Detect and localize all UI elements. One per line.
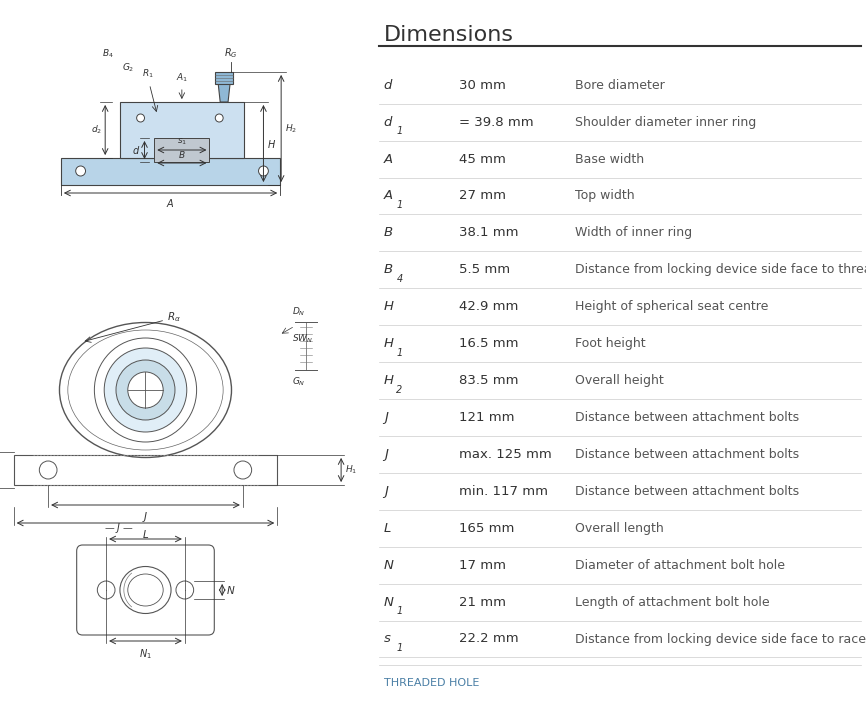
Text: Foot height: Foot height: [575, 337, 645, 350]
Text: $d_2$: $d_2$: [91, 124, 102, 136]
Text: 30 mm: 30 mm: [459, 79, 506, 92]
Text: N: N: [384, 596, 394, 608]
Text: H: H: [384, 374, 394, 387]
Text: d: d: [384, 116, 392, 129]
Text: $L$: $L$: [142, 528, 149, 540]
Text: $G_2$: $G_2$: [121, 62, 134, 74]
Text: Distance between attachment bolts: Distance between attachment bolts: [575, 448, 798, 461]
Text: Shoulder diameter inner ring: Shoulder diameter inner ring: [575, 116, 756, 129]
Text: Height of spherical seat centre: Height of spherical seat centre: [575, 300, 768, 313]
Text: $G_N$: $G_N$: [292, 375, 306, 388]
Text: Distance from locking device side face to raceway centre: Distance from locking device side face t…: [575, 633, 866, 645]
Text: 1: 1: [397, 606, 403, 616]
Text: $SW_N$: $SW_N$: [292, 332, 313, 345]
Text: Diameter of attachment bolt hole: Diameter of attachment bolt hole: [575, 559, 785, 572]
Text: 21 mm: 21 mm: [459, 596, 506, 608]
Polygon shape: [154, 138, 210, 162]
Text: Width of inner ring: Width of inner ring: [575, 226, 692, 239]
Text: $A$: $A$: [166, 197, 175, 209]
Text: = 39.8 mm: = 39.8 mm: [459, 116, 533, 129]
Circle shape: [259, 166, 268, 176]
Text: A: A: [384, 153, 393, 165]
Text: Distance from locking device side face to thread centre: Distance from locking device side face t…: [575, 263, 866, 276]
Text: $R_{\alpha}$: $R_{\alpha}$: [167, 310, 181, 324]
Circle shape: [128, 372, 163, 408]
Text: 22.2 mm: 22.2 mm: [459, 633, 519, 645]
Text: N: N: [384, 559, 394, 572]
Text: 16.5 mm: 16.5 mm: [459, 337, 519, 350]
Text: 38.1 mm: 38.1 mm: [459, 226, 519, 239]
Text: min. 117 mm: min. 117 mm: [459, 485, 548, 498]
Text: $R_G$: $R_G$: [224, 46, 238, 60]
Circle shape: [216, 114, 223, 122]
Text: d: d: [384, 79, 392, 92]
Text: s: s: [384, 633, 391, 645]
Text: J: J: [384, 485, 388, 498]
Text: Overall length: Overall length: [575, 522, 663, 535]
Text: 1: 1: [397, 126, 403, 136]
Text: $B$: $B$: [178, 149, 185, 160]
Text: $d$: $d$: [132, 144, 140, 156]
Polygon shape: [120, 102, 244, 158]
Text: J: J: [384, 411, 388, 424]
Text: 27 mm: 27 mm: [459, 190, 506, 202]
Text: 1: 1: [397, 348, 403, 358]
Text: $H$: $H$: [268, 138, 276, 150]
Text: 1: 1: [397, 200, 403, 210]
Circle shape: [75, 166, 86, 176]
Text: 165 mm: 165 mm: [459, 522, 514, 535]
Text: $N$: $N$: [226, 584, 236, 596]
Polygon shape: [216, 72, 233, 84]
Text: H: H: [384, 300, 394, 313]
Text: Dimensions: Dimensions: [384, 25, 514, 45]
Text: Top width: Top width: [575, 190, 634, 202]
Text: 1: 1: [397, 643, 403, 653]
Text: Length of attachment bolt hole: Length of attachment bolt hole: [575, 596, 769, 608]
Text: Overall height: Overall height: [575, 374, 663, 387]
Text: 121 mm: 121 mm: [459, 411, 514, 424]
Circle shape: [104, 348, 187, 432]
Text: B: B: [384, 263, 393, 276]
Text: 17 mm: 17 mm: [459, 559, 506, 572]
Text: $B_4$: $B_4$: [102, 48, 114, 60]
Polygon shape: [61, 158, 281, 185]
Text: 2: 2: [397, 385, 403, 395]
Text: $N_1$: $N_1$: [139, 647, 152, 661]
Polygon shape: [218, 84, 230, 102]
Text: 42.9 mm: 42.9 mm: [459, 300, 519, 313]
Text: $s_1$: $s_1$: [177, 136, 187, 147]
Text: 45 mm: 45 mm: [459, 153, 506, 165]
Text: 4: 4: [397, 274, 403, 284]
Text: $H_1$: $H_1$: [345, 464, 358, 476]
Text: Distance between attachment bolts: Distance between attachment bolts: [575, 411, 798, 424]
Text: $D_N$: $D_N$: [292, 305, 306, 318]
Text: A: A: [384, 190, 393, 202]
Text: $H_2$: $H_2$: [285, 122, 297, 135]
Text: $A_1$: $A_1$: [176, 72, 188, 84]
Text: H: H: [384, 337, 394, 350]
Circle shape: [116, 360, 175, 420]
Circle shape: [137, 114, 145, 122]
Text: L: L: [384, 522, 391, 535]
Text: — $J$ —: — $J$ —: [104, 521, 134, 535]
Text: Base width: Base width: [575, 153, 643, 165]
Text: B: B: [384, 226, 393, 239]
Text: THREADED HOLE: THREADED HOLE: [384, 678, 479, 688]
Text: 83.5 mm: 83.5 mm: [459, 374, 519, 387]
Text: J: J: [384, 448, 388, 461]
Text: $J$: $J$: [142, 510, 149, 524]
Text: Bore diameter: Bore diameter: [575, 79, 664, 92]
Text: 5.5 mm: 5.5 mm: [459, 263, 510, 276]
Text: max. 125 mm: max. 125 mm: [459, 448, 552, 461]
Text: $R_1$: $R_1$: [141, 67, 153, 80]
Text: Distance between attachment bolts: Distance between attachment bolts: [575, 485, 798, 498]
